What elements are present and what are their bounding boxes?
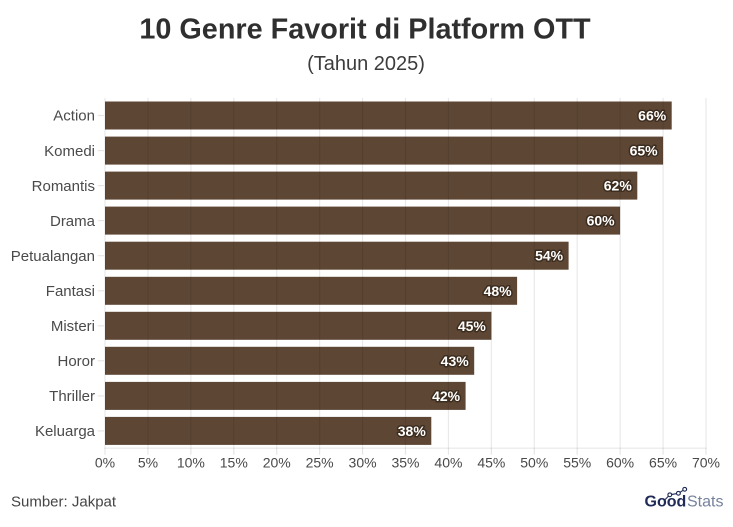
svg-text:Petualangan: Petualangan bbox=[11, 248, 95, 265]
svg-text:Keluarga: Keluarga bbox=[35, 423, 96, 440]
svg-text:Good: Good bbox=[645, 494, 687, 511]
svg-text:60%: 60% bbox=[587, 213, 616, 229]
svg-text:50%: 50% bbox=[520, 455, 548, 471]
svg-text:0%: 0% bbox=[95, 455, 115, 471]
svg-text:Romantis: Romantis bbox=[32, 178, 95, 195]
svg-text:Sumber: Jakpat: Sumber: Jakpat bbox=[11, 494, 117, 511]
svg-text:70%: 70% bbox=[692, 455, 720, 471]
svg-text:43%: 43% bbox=[441, 353, 470, 369]
svg-text:55%: 55% bbox=[563, 455, 591, 471]
svg-text:Action: Action bbox=[53, 108, 95, 125]
svg-text:65%: 65% bbox=[630, 143, 659, 159]
svg-text:Drama: Drama bbox=[50, 213, 96, 230]
svg-text:Misteri: Misteri bbox=[51, 318, 95, 335]
svg-text:45%: 45% bbox=[458, 318, 487, 334]
svg-text:65%: 65% bbox=[649, 455, 677, 471]
svg-text:66%: 66% bbox=[638, 108, 667, 124]
svg-text:20%: 20% bbox=[263, 455, 291, 471]
svg-text:45%: 45% bbox=[477, 455, 505, 471]
svg-text:54%: 54% bbox=[535, 248, 564, 264]
svg-text:30%: 30% bbox=[349, 455, 377, 471]
svg-text:48%: 48% bbox=[484, 283, 513, 299]
svg-text:10 Genre Favorit di Platform O: 10 Genre Favorit di Platform OTT bbox=[139, 14, 591, 46]
svg-text:5%: 5% bbox=[138, 455, 158, 471]
svg-text:25%: 25% bbox=[306, 455, 334, 471]
svg-text:Stats: Stats bbox=[687, 494, 723, 511]
svg-text:60%: 60% bbox=[606, 455, 634, 471]
svg-text:15%: 15% bbox=[220, 455, 248, 471]
svg-text:40%: 40% bbox=[434, 455, 462, 471]
svg-text:42%: 42% bbox=[432, 388, 461, 404]
svg-text:Fantasi: Fantasi bbox=[46, 283, 95, 300]
svg-text:35%: 35% bbox=[391, 455, 419, 471]
svg-text:(Tahun 2025): (Tahun 2025) bbox=[307, 53, 425, 75]
svg-text:62%: 62% bbox=[604, 178, 633, 194]
svg-text:38%: 38% bbox=[398, 423, 427, 439]
svg-text:Thriller: Thriller bbox=[49, 388, 95, 405]
svg-text:Horor: Horor bbox=[57, 353, 95, 370]
svg-text:Komedi: Komedi bbox=[44, 143, 95, 160]
svg-text:10%: 10% bbox=[177, 455, 205, 471]
